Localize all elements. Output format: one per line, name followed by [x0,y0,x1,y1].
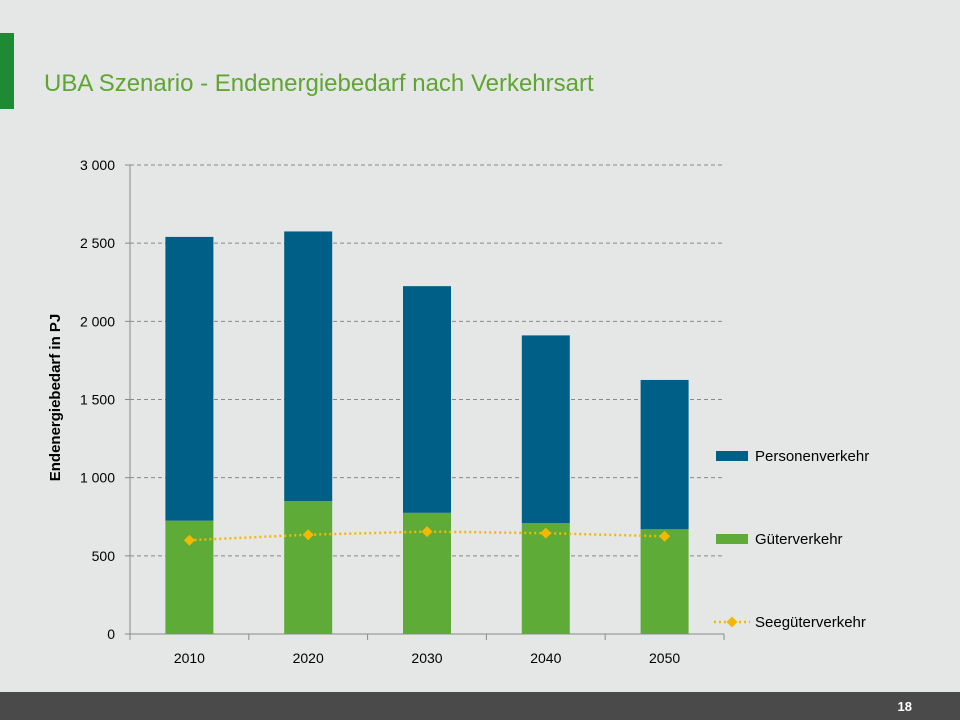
legend-swatch-0 [716,451,748,461]
point-seegueterverkehr [540,527,552,539]
bar-güterverkehr [284,501,333,634]
bar-personenverkehr [521,335,570,524]
y-tick-label: 0 [107,626,115,642]
legend-swatch-marker [726,616,738,628]
page-number: 18 [897,699,912,714]
bar-personenverkehr [284,231,333,502]
point-seegueterverkehr [659,530,671,542]
y-tick-label: 1 000 [80,470,115,486]
series-line-seegueterverkehr [189,530,665,542]
bar-güterverkehr [640,529,689,634]
x-tick-label: 2010 [174,650,205,666]
y-tick-label: 2 500 [80,235,115,251]
y-axis-title: Endenergiebedarf in PJ [47,314,64,482]
y-tick-label: 500 [92,548,116,564]
point-seegueterverkehr [183,534,195,546]
x-tick-label: 2020 [293,650,324,666]
point-seegueterverkehr [421,526,433,538]
y-tick-label: 2 000 [80,313,115,329]
bar-personenverkehr [403,286,451,513]
x-tick-label: 2030 [411,650,442,666]
legend-label: Personenverkehr [755,448,869,465]
bar-güterverkehr [521,523,570,634]
x-tick-label: 2050 [649,650,680,666]
slide-title: UBA Szenario - Endenergiebedarf nach Ver… [44,70,594,97]
legend-swatch-1 [716,534,748,544]
legend-label: Seegüterverkehr [755,614,866,631]
point-seegueterverkehr [302,529,314,541]
footer-bar: 18 [0,692,960,720]
y-tick-label: 1 500 [80,392,115,408]
legend-label: Güterverkehr [755,531,843,548]
x-tick-label: 2040 [530,650,561,666]
accent-bar [0,33,14,109]
bar-personenverkehr [165,236,214,521]
chart: 0 500 1 000 1 500 2 000 2 500 3 000 Endenergieb… [47,157,869,666]
y-tick-label: 3 000 [80,157,115,173]
bar-personenverkehr [640,379,689,530]
